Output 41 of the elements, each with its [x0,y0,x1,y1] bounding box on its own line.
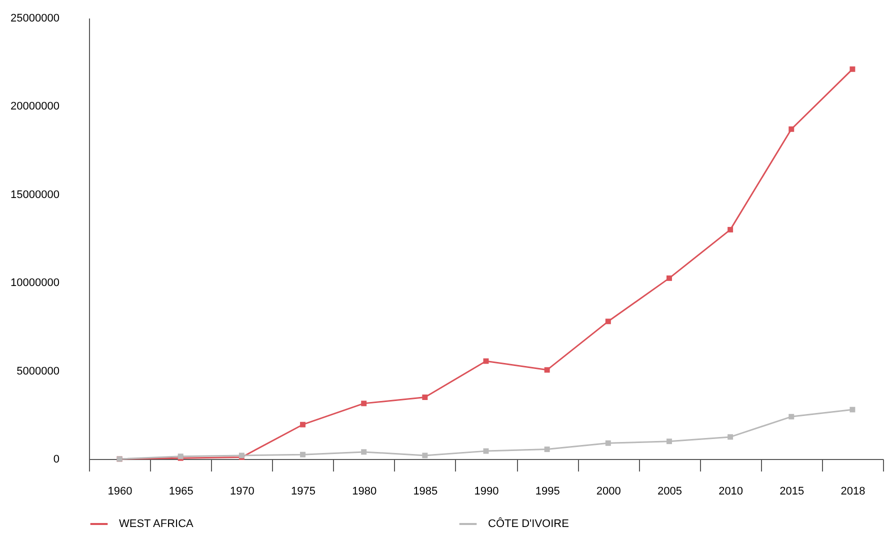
x-tick-label: 1970 [230,486,254,498]
point [300,452,306,458]
x-tick-label: 1985 [413,486,438,498]
point [666,275,672,281]
y-tick-label: 20000000 [10,100,60,113]
point [788,414,794,420]
x-tick-label: 2018 [840,486,866,498]
point [788,126,794,132]
x-tick-label: 1965 [168,486,194,498]
point [850,406,856,412]
point [728,226,734,232]
y-tick-label: 5000000 [16,365,60,378]
point [850,66,856,72]
x-tick-label: 1960 [108,486,132,498]
x-tick-label: 1975 [291,486,316,498]
point [422,452,428,458]
y-tick-label: 15000000 [10,188,60,201]
point [666,438,672,444]
x-tick-label: 1990 [474,486,499,498]
point [605,318,611,324]
point [483,358,489,364]
point [361,449,367,455]
x-tick-label: 1995 [535,486,560,498]
point [422,394,428,400]
x-tick-label: 2010 [718,486,744,498]
point [300,422,306,428]
point [605,440,611,446]
x-tick-label: 2005 [657,486,682,498]
x-tick-label: 2015 [780,486,804,498]
y-tick-label: 25000000 [10,12,60,24]
point [544,367,550,373]
x-tick-label: 2000 [596,486,621,498]
legend-label: CÔTE D'IVOIRE [488,517,569,530]
point [544,446,550,452]
point [728,434,734,440]
y-tick-label: 10000000 [10,277,60,290]
point [483,448,489,454]
point [361,400,367,406]
legend-label: WEST AFRICA [119,518,194,530]
y-tick-label: 0 [53,454,60,466]
x-tick-label: 1980 [352,486,377,498]
